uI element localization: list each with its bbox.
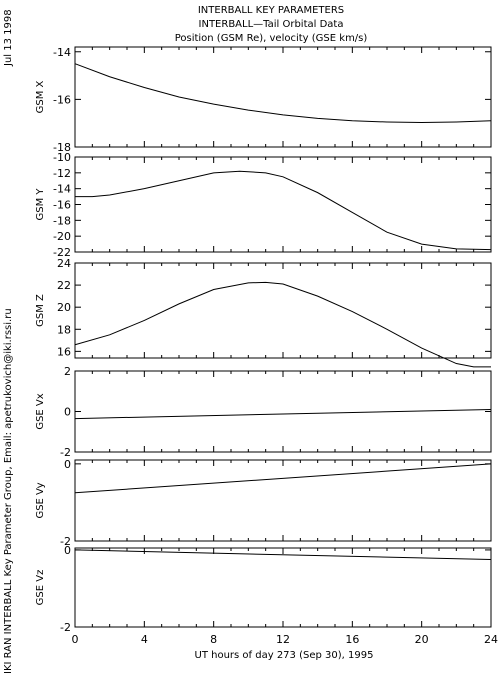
gsm-y-y-tick-label: -16 [53, 199, 71, 212]
gsm-y-y-tick-label: -10 [53, 151, 71, 164]
gsm-z-frame [74, 262, 492, 359]
gsm-z-series-line [74, 281, 491, 368]
gse-vz-panel: 0 -2 GSE Vz [35, 544, 492, 634]
gse-vx-frame [74, 370, 492, 453]
date-label: Jul 13 1998 [3, 9, 14, 67]
gsm-z-panel: 24 22 20 18 16 GSM Z [35, 257, 492, 368]
gsm-x-series-line [74, 63, 492, 123]
gse-vy-series-line [74, 463, 492, 494]
x-axis-label: UT hours of day 273 (Sep 30), 1995 [195, 650, 374, 661]
gsm-y-y-tick-label: -22 [53, 246, 71, 259]
gsm-y-y-tick-label: -18 [53, 214, 71, 227]
gse-vz-y-tick-label: -2 [60, 621, 71, 634]
gsm-y-y-tick-label: -12 [53, 167, 71, 180]
gse-vy-frame [74, 459, 492, 542]
gsm-z-y-tick-label: 24 [57, 257, 71, 270]
gse-vy-y-tick-label: 0 [64, 458, 71, 471]
title-line-1: INTERBALL KEY PARAMETERS [198, 5, 344, 16]
gse-vx-y-tick-label: 0 [64, 406, 71, 419]
title-line-2: INTERBALL—Tail Orbital Data [199, 19, 344, 30]
gsm-y-panel: -10 -12 -14 -16 -18 -20 -22 GSM Y [35, 151, 492, 259]
gse-vx-y-label: GSE Vx [35, 393, 46, 429]
x-tick-label: 4 [141, 633, 148, 646]
x-tick-label: 20 [415, 633, 429, 646]
gsm-x-y-tick-label: -18 [53, 141, 71, 154]
gsm-x-y-label: GSM X [35, 80, 46, 113]
gsm-y-y-tick-label: -14 [53, 183, 71, 196]
x-tick-label: 16 [345, 633, 359, 646]
gsm-y-y-label: GSM Y [35, 188, 46, 221]
x-tick-label: 8 [210, 633, 217, 646]
gsm-z-y-tick-label: 18 [57, 323, 71, 336]
x-tick-label: 0 [72, 633, 79, 646]
gse-vz-frame [74, 547, 492, 628]
gse-vz-series-line [74, 549, 492, 561]
gsm-z-y-label: GSM Z [35, 294, 46, 327]
gsm-z-y-tick-label: 22 [57, 279, 71, 292]
gsm-z-y-tick-label: 16 [57, 345, 71, 358]
gse-vy-y-label: GSE Vy [35, 482, 46, 518]
x-axis-ticks: 0 4 8 12 16 20 24 [72, 633, 499, 646]
x-tick-label: 12 [276, 633, 290, 646]
gsm-x-panel: -14 -16 -18 GSM X [35, 46, 492, 154]
x-tick-label: 24 [484, 633, 498, 646]
gsm-y-y-tick-label: -20 [53, 230, 71, 243]
gse-vy-y-tick-label: -2 [60, 535, 71, 548]
gse-vx-series-line [74, 408, 492, 420]
gse-vy-panel: 0 -2 GSE Vy [35, 458, 492, 548]
gsm-x-y-tick-label: -16 [53, 93, 71, 106]
gsm-y-frame [74, 156, 492, 253]
credit-label: IKI RAN INTERBALL Key Parameter Group, E… [3, 308, 14, 674]
title-line-3: Position (GSM Re), velocity (GSE km/s) [175, 33, 368, 44]
gse-vx-panel: 2 0 -2 GSE Vx [35, 365, 492, 459]
gse-vx-y-tick-label: 2 [64, 365, 71, 378]
gsm-y-series-line [75, 170, 492, 251]
gsm-x-y-tick-label: -14 [53, 46, 71, 59]
gse-vz-y-tick-label: 0 [64, 544, 71, 557]
gse-vz-y-label: GSE Vz [35, 570, 46, 606]
gsm-z-y-tick-label: 20 [57, 301, 71, 314]
gsm-x-frame [74, 46, 492, 148]
gse-vx-y-tick-label: -2 [60, 446, 71, 459]
